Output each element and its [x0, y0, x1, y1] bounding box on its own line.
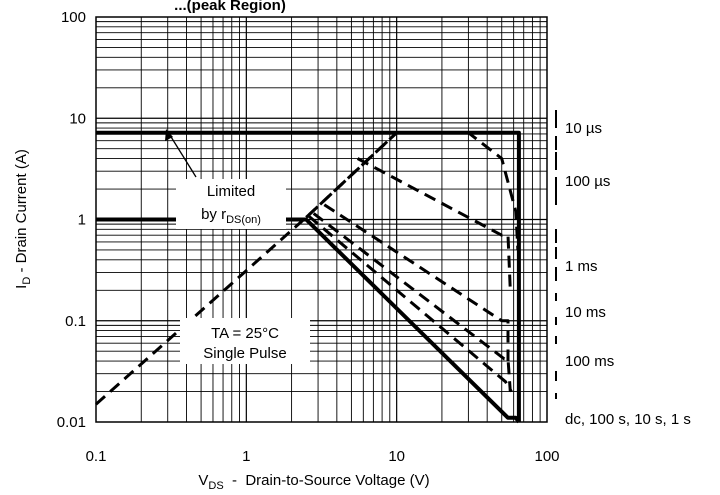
label-10us: 10 µs: [565, 120, 602, 137]
y-tick-label: 0.01: [57, 414, 86, 431]
data-series: [95, 130, 521, 424]
x-tick-label: 0.1: [86, 448, 107, 465]
series-line-6: [305, 131, 398, 219]
x-tick-label: 10: [388, 448, 405, 465]
x-tick-label: 100: [534, 448, 559, 465]
y-tick-label: 0.1: [65, 313, 86, 330]
label-10ms: 10 ms: [565, 304, 606, 321]
conditions-box: [180, 318, 310, 364]
pulse-labels: 10 µs 100 µs 1 ms 10 ms 100 ms dc, 100 s…: [555, 110, 691, 428]
y-axis-title: ID - Drain Current (A): [13, 149, 33, 289]
series-line-1: [356, 157, 512, 291]
x-tick-label: 1: [242, 448, 250, 465]
grid-lines: [96, 17, 547, 422]
series-line-3: [312, 212, 512, 392]
chart-title-partial: ...(peak Region): [174, 0, 286, 14]
series-line-7: [96, 130, 521, 422]
label-100us: 100 µs: [565, 173, 610, 190]
limited-label-line1: Limited: [207, 183, 255, 200]
x-axis-title: VDS - Drain-to-Source Voltage (V): [198, 472, 429, 492]
plot-frame: [95, 16, 548, 423]
limited-label-line2: by rDS(on): [201, 206, 261, 226]
series-line-2: [323, 203, 510, 361]
label-dc: dc, 100 s, 10 s, 1 s: [565, 411, 691, 428]
annotation-arrow-shaft: [167, 131, 197, 178]
annotation-arrowhead: [165, 129, 173, 141]
label-100ms: 100 ms: [565, 353, 614, 370]
y-tick-label: 10: [69, 110, 86, 127]
limited-label-box: [176, 179, 286, 229]
y-tick-label: 100: [61, 9, 86, 26]
conditions-line1: TA = 25°C: [211, 325, 279, 342]
series-line-4: [307, 214, 513, 393]
label-1ms: 1 ms: [565, 258, 598, 275]
conditions-line2: Single Pulse: [203, 345, 286, 362]
y-tick-label: 1: [78, 212, 86, 229]
